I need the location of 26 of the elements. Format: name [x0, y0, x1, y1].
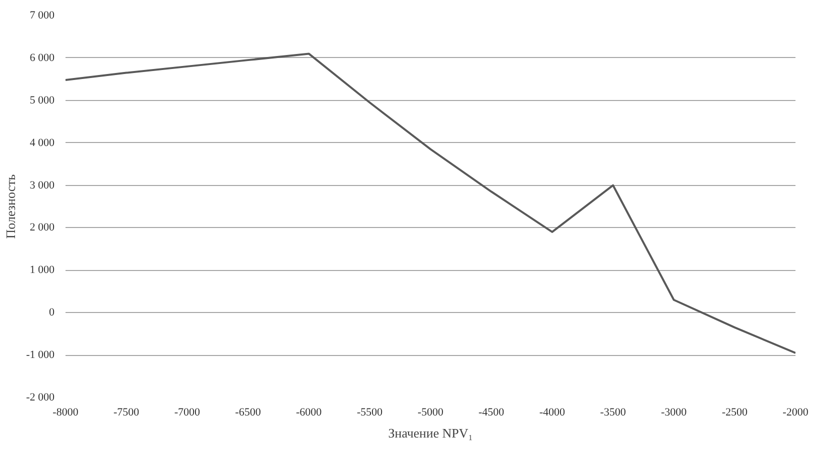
x-tick-label: -6000	[296, 406, 322, 418]
y-tick-label: 1 000	[30, 264, 55, 276]
y-tick-label: 2 000	[30, 222, 55, 234]
y-tick-label: 0	[49, 306, 55, 319]
x-tick-label: -3000	[661, 406, 688, 418]
x-tick-label: -5500	[356, 406, 383, 418]
x-tick-label: -2000	[782, 406, 809, 418]
x-tick-label: -8000	[52, 406, 79, 418]
y-tick-label: 6 000	[30, 52, 55, 64]
line-series	[66, 52, 796, 354]
x-tick-label: -4500	[478, 406, 505, 418]
y-tick-label: -2 000	[26, 392, 55, 404]
y-tick-label: 5 000	[30, 94, 55, 106]
x-tick-label: -6500	[235, 406, 262, 418]
y-tick-label: 4 000	[30, 136, 55, 149]
x-tick-label: -7000	[174, 406, 200, 418]
x-tick-label: -7500	[114, 406, 140, 418]
x-tick-label: -2500	[722, 406, 748, 418]
y-tick-label: 3 000	[30, 179, 55, 192]
x-axis-title: Значение NPV₁	[388, 426, 473, 440]
y-tick-label: -1 000	[26, 349, 55, 362]
x-tick-label: -3500	[600, 406, 626, 418]
y-axis-title: Полезность	[3, 174, 18, 239]
y-tick-label: 7 000	[30, 10, 55, 22]
x-tick-label: -4000	[539, 406, 566, 418]
x-tick-label: -5000	[418, 406, 444, 418]
